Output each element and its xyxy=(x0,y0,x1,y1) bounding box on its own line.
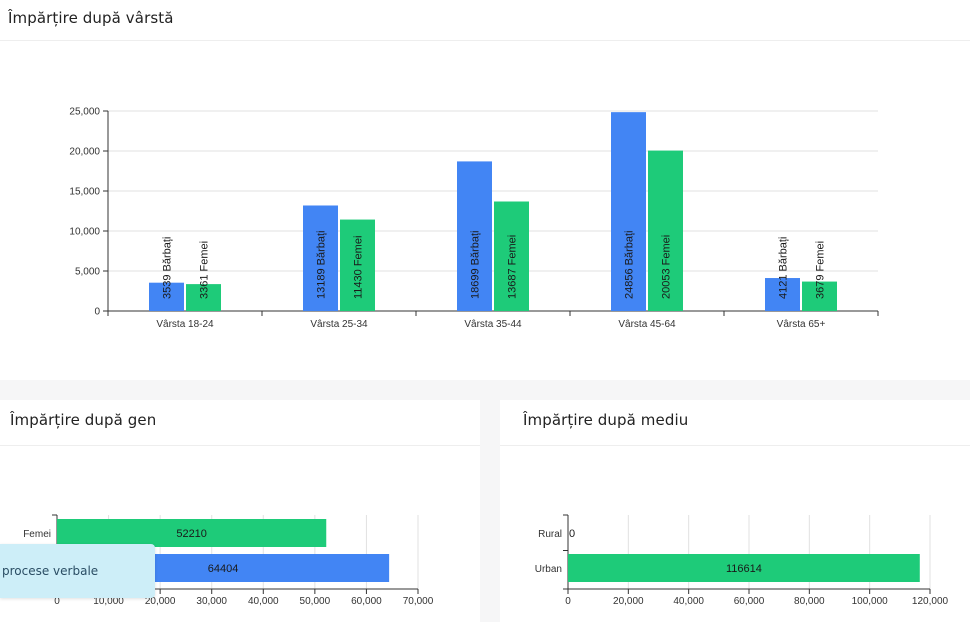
x-tick-label: Vârsta 25-34 xyxy=(310,319,368,330)
x-tick-label: 0 xyxy=(565,596,571,607)
y-tick-label: 5,000 xyxy=(75,267,100,278)
y-tick-label: 15,000 xyxy=(69,187,100,198)
records-tooltip: procese verbale xyxy=(0,544,155,598)
x-tick-label: 120,000 xyxy=(912,596,949,607)
x-tick-label: 70,000 xyxy=(403,596,434,607)
x-tick-label: 80,000 xyxy=(794,596,825,607)
gender-panel-title: Împărțire după gen xyxy=(10,411,157,429)
age-panel-title: Împărțire după vârstă xyxy=(8,9,174,27)
x-tick-label: 40,000 xyxy=(248,596,279,607)
bar-data-label: 24856 Bărbați xyxy=(624,231,636,300)
x-tick-label: 10,000 xyxy=(93,596,124,607)
bar-data-label: 3361 Femei xyxy=(199,241,211,299)
bar xyxy=(802,281,837,311)
bar-data-label: 18699 Bărbați xyxy=(470,231,482,300)
bar-data-label: 116614 xyxy=(726,563,762,575)
bar-data-label: 13189 Bărbați xyxy=(316,231,328,300)
bar xyxy=(57,519,327,547)
bar xyxy=(457,161,492,311)
x-tick-label: 50,000 xyxy=(300,596,331,607)
bar xyxy=(611,112,646,311)
y-tick-label: 20,000 xyxy=(69,147,100,158)
y-tick-label: Rural xyxy=(538,529,562,540)
x-tick-label: 40,000 xyxy=(673,596,704,607)
x-tick-label: Vârsta 45-64 xyxy=(618,319,676,330)
y-tick-label: Urban xyxy=(535,564,562,575)
bar xyxy=(303,205,338,311)
bar-data-label: 13687 Femei xyxy=(507,235,519,299)
environment-bar-chart: 0 20,000 40,000 60,000 80,000 100,000 120,000 R… xyxy=(535,514,949,607)
bar-data-label: 20053 Femei xyxy=(661,235,673,299)
bar-data-label: 3679 Femei xyxy=(815,241,827,299)
x-tick-label: Vârsta 18-24 xyxy=(156,319,214,330)
x-tick-label: 100,000 xyxy=(852,596,889,607)
tooltip-label: procese verbale xyxy=(2,564,99,578)
bar xyxy=(765,278,800,311)
bar-data-label: 11430 Femei xyxy=(353,236,365,299)
bar-data-label: 52210 xyxy=(176,528,207,540)
bar xyxy=(648,150,683,311)
x-tick-label: 20,000 xyxy=(145,596,176,607)
y-tick-label: 0 xyxy=(94,307,100,318)
age-breakdown-panel: Împărțire după vârstă 0 5,000 10,000 15,000… xyxy=(0,9,970,330)
bar-data-label: 64404 xyxy=(208,563,239,575)
bar xyxy=(494,201,529,311)
x-tick-label: 30,000 xyxy=(196,596,227,607)
bar-data-label: 3539 Bărbați xyxy=(162,237,174,299)
env-panel-divider xyxy=(500,445,970,446)
x-tick-label: 60,000 xyxy=(734,596,765,607)
y-tick-label: 25,000 xyxy=(69,107,100,118)
x-tick-label: 60,000 xyxy=(351,596,382,607)
x-tick-label: Vârsta 65+ xyxy=(777,319,826,330)
bar-data-label: 4121 Bărbați xyxy=(778,237,790,299)
x-tick-label: Vârsta 35-44 xyxy=(464,319,522,330)
bar xyxy=(149,282,184,311)
gender-breakdown-panel: Împărțire după gen 0 10,000 20,000 30,000 40… xyxy=(0,400,480,622)
age-bar-chart: 0 5,000 10,000 15,000 20,000 25,000 Vârsta 18-… xyxy=(69,107,879,330)
gender-panel-divider xyxy=(0,445,480,446)
x-tick-label: 0 xyxy=(54,596,60,607)
x-tick-label: 20,000 xyxy=(613,596,644,607)
bar xyxy=(186,284,221,311)
y-tick-label: 10,000 xyxy=(69,227,100,238)
environment-breakdown-panel: Împărțire după mediu 0 20,000 40,000 60,000… xyxy=(500,400,970,622)
y-tick-label: Femei xyxy=(23,529,51,540)
age-panel-divider xyxy=(0,40,970,41)
bar-data-label: 0 xyxy=(569,528,575,540)
env-panel-title: Împărțire după mediu xyxy=(523,411,689,429)
bar xyxy=(340,219,375,311)
bar xyxy=(568,554,920,582)
